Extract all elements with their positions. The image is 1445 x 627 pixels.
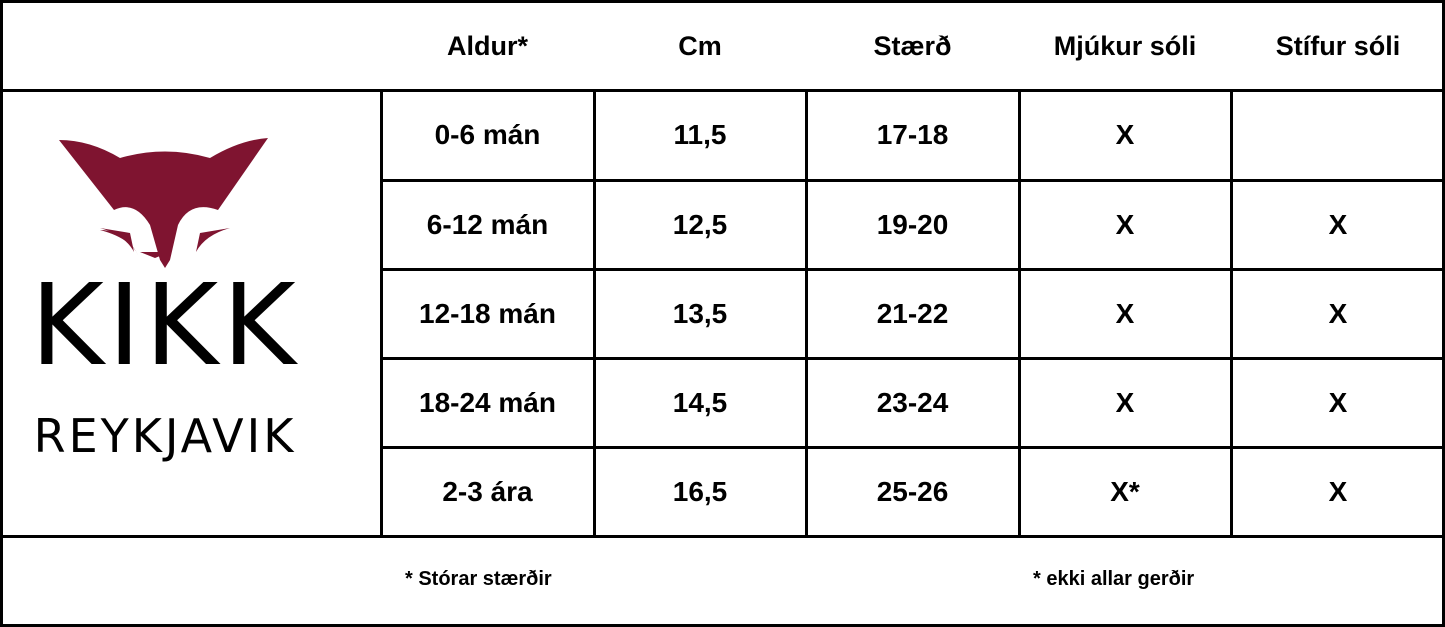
divider: [0, 89, 1445, 92]
table-cell: 2-3 ára: [442, 475, 533, 507]
table-cell: X*: [1110, 475, 1140, 507]
table-cell: 14,5: [672, 386, 728, 418]
table-cell: X: [1328, 297, 1348, 329]
table-cell: X: [1115, 119, 1135, 150]
table-cell: X: [1328, 475, 1348, 507]
table-cell: X: [1115, 297, 1135, 329]
table-cell: 13,5: [672, 297, 728, 329]
fox-icon: [59, 138, 268, 268]
table-cell: 0-6 mán: [434, 119, 541, 150]
column-divider: [380, 90, 383, 536]
column-divider: [805, 90, 808, 536]
column-divider: [593, 90, 596, 536]
row-divider: [381, 268, 1445, 271]
table-cell: X: [1328, 386, 1348, 418]
column-header: Stærð: [873, 31, 952, 61]
footnote-right: * ekki allar gerðir: [1033, 568, 1195, 590]
table-cell: 19-20: [876, 208, 949, 240]
column-header: Stífur sóli: [1275, 31, 1401, 61]
table-cell: 12-18 mán: [419, 297, 556, 329]
table-cell: [1231, 90, 1445, 180]
table-cell: 12,5: [672, 208, 728, 240]
table-cell: X: [1115, 386, 1135, 418]
table-cell: 21-22: [876, 297, 949, 329]
column-divider: [1018, 90, 1021, 536]
table-cell: 17-18: [876, 119, 949, 150]
table-cell: 11,5: [673, 119, 727, 150]
table-cell: 6-12 mán: [426, 208, 549, 240]
logo-kikk: KIKK: [30, 261, 300, 391]
column-divider: [1230, 90, 1233, 536]
table-cell: 25-26: [876, 475, 949, 507]
row-divider: [381, 446, 1445, 449]
column-header: Cm: [678, 31, 722, 61]
column-header: Aldur*: [447, 31, 528, 61]
column-header: Mjúkur sóli: [1053, 31, 1197, 61]
logo-reykjavik: REYKJAVIK: [33, 409, 297, 463]
table-cell: 16,5: [672, 475, 728, 507]
row-divider: [381, 357, 1445, 360]
row-divider: [381, 179, 1445, 182]
table-cell: X: [1115, 208, 1135, 240]
footnote-left: * Stórar stærðir: [405, 568, 552, 590]
kikk-reykjavik-logo: KIKK REYKJAVIK: [30, 130, 330, 480]
table-cell: 23-24: [876, 386, 949, 418]
divider: [0, 535, 1445, 538]
table-cell: 18-24 mán: [419, 386, 556, 418]
table-cell: X: [1328, 208, 1348, 240]
